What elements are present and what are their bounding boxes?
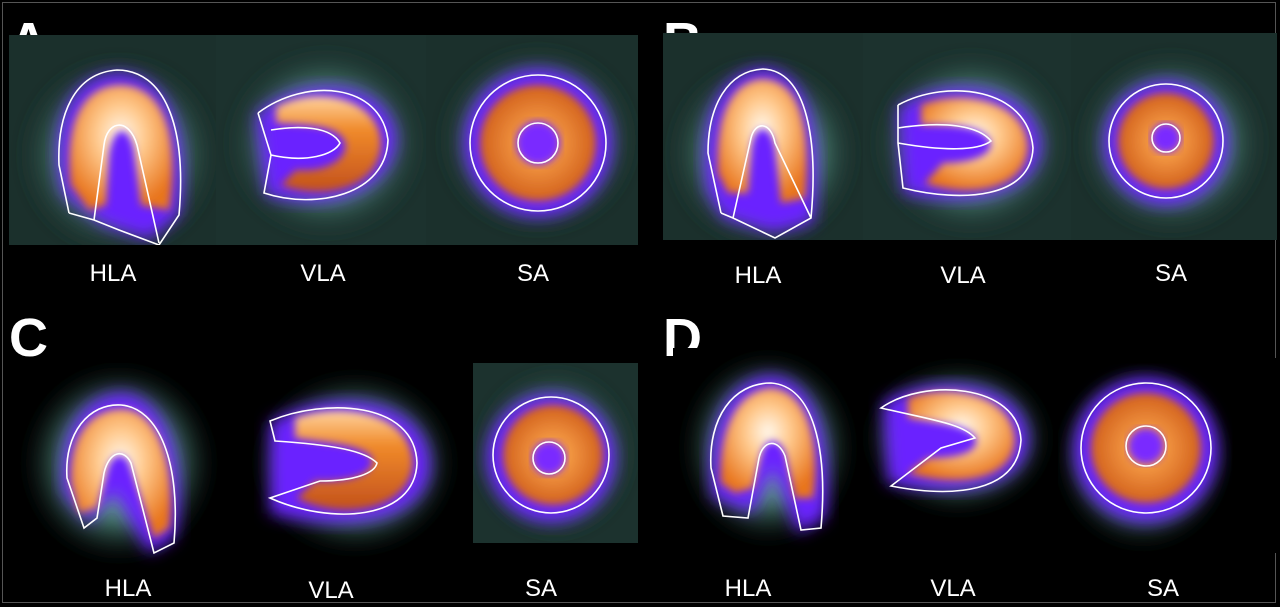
panel-a-sa-image xyxy=(426,35,638,245)
lv-contour xyxy=(58,69,182,245)
panel-d-hla-image xyxy=(673,348,863,558)
panel-d-vla-image xyxy=(863,358,1053,518)
panel-a-hla-image xyxy=(9,35,216,245)
panel-a-label-vla: VLA xyxy=(300,260,346,287)
myocardium-uptake xyxy=(276,96,381,192)
panel-c-label-vla: VLA xyxy=(308,577,354,604)
myocardium-uptake xyxy=(69,85,173,210)
panel-d-label-sa: SA xyxy=(1146,575,1179,602)
panel-letter-c: C xyxy=(9,308,48,368)
panel-a-label-sa: SA xyxy=(516,260,549,287)
panel-c-hla-image xyxy=(9,363,234,568)
panel-b-label-hla: HLA xyxy=(734,262,782,289)
panel-b-hla-image xyxy=(663,33,863,240)
epicardial-contour xyxy=(469,74,607,212)
panel-a-label-hla: HLA xyxy=(89,260,137,287)
panel-a-vla-image xyxy=(216,35,426,245)
panel-d-label-vla: VLA xyxy=(930,575,976,602)
panel-c-vla-image xyxy=(235,363,473,568)
lv-contour xyxy=(257,89,389,201)
endocardial-contour xyxy=(517,122,559,164)
panel-b-label-vla: VLA xyxy=(940,262,986,289)
lv-cavity xyxy=(516,121,560,165)
panel-c-sa-image xyxy=(473,363,638,543)
panel-c-label-sa: SA xyxy=(524,575,557,602)
panel-d-sa-image xyxy=(1058,358,1277,553)
panel-b-vla-image xyxy=(863,33,1071,240)
panel-b-label-sa: SA xyxy=(1154,260,1187,287)
panel-d-label-hla: HLA xyxy=(724,575,772,602)
panel-b-sa-image xyxy=(1071,33,1277,240)
panel-c-label-hla: HLA xyxy=(104,575,152,602)
